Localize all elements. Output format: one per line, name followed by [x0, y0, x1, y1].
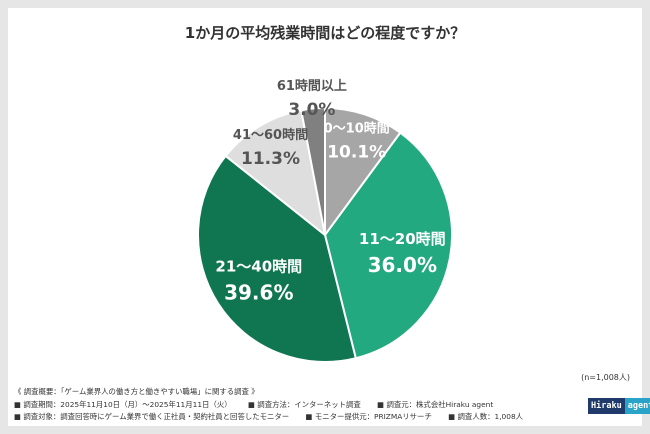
slice-value-label-5: 3.0% — [288, 100, 335, 120]
survey-footnotes: 《 調査概要：「ゲーム業界人の働き方と働きやすい職場」に関する調査 》 ■ 調査… — [14, 386, 574, 424]
survey-details-row-1: ■ 調査期間：2025年11月10日（月）～2025年11月11日（火） ■ 調… — [14, 399, 574, 412]
slice-value-label-3: 39.6% — [224, 281, 293, 305]
slice-category-label-4: 41～60時間 — [233, 127, 308, 143]
chart-title: 1か月の平均残業時間はどの程度ですか？ — [184, 24, 466, 42]
slice-value-label-2: 36.0% — [368, 253, 437, 277]
logo-part-1: Hiraku — [588, 398, 625, 414]
survey-respondents: ■ 調査人数：1,008人 — [448, 412, 524, 421]
survey-target: ■ 調査対象：調査回答時にゲーム業界で働く正社員・契約社員と回答したモニター — [14, 412, 290, 421]
slice-category-label-5: 61時間以上 — [277, 78, 347, 94]
survey-period: ■ 調査期間：2025年11月10日（月）～2025年11月11日（火） — [14, 399, 232, 409]
survey-provider: ■ モニター提供元：PRIZMAリサーチ — [305, 412, 432, 421]
pie-slice-3 — [197, 154, 358, 363]
sample-size-note: (n=1,008人) — [581, 373, 630, 382]
survey-details-row-2: ■ 調査対象：調査回答時にゲーム業界で働く正社員・契約社員と回答したモニター ■… — [14, 411, 574, 424]
logo-part-2: agent — [624, 398, 650, 414]
slice-category-label-1: 0～10時間 — [324, 121, 390, 137]
slice-category-label-2: 11～20時間 — [359, 230, 446, 248]
pie-slice-4 — [224, 109, 327, 238]
pie-slice-5 — [300, 106, 326, 236]
survey-organizer: ■ 調査元：株式会社Hiraku agent — [377, 399, 494, 409]
survey-overview: 《 調査概要：「ゲーム業界人の働き方と働きやすい職場」に関する調査 》 — [14, 387, 259, 396]
slice-category-label-3: 21～40時間 — [215, 258, 302, 276]
survey-method: ■ 調査方法：インターネット調査 — [247, 399, 361, 409]
pie-slice-1 — [324, 106, 402, 239]
hiraku-agent-logo: Hiraku agent — [588, 398, 650, 414]
pie-slice-2 — [323, 131, 453, 360]
slice-value-label-1: 10.1% — [327, 143, 386, 163]
slice-value-label-4: 11.3% — [241, 149, 300, 169]
